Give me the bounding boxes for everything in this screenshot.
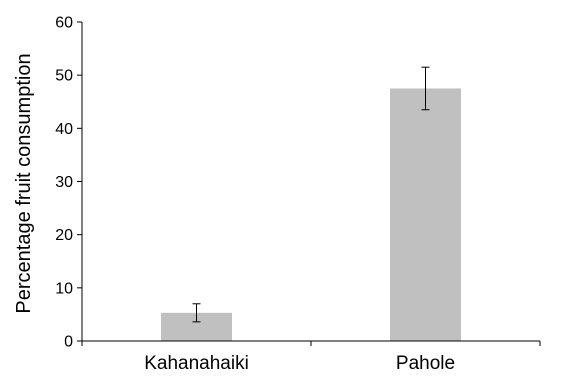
bars-layer	[161, 88, 461, 341]
y-tick-label: 30	[55, 174, 73, 191]
y-tick-label: 50	[55, 68, 73, 85]
bar	[390, 88, 461, 341]
x-category-label: Kahanahaiki	[144, 353, 249, 374]
error-bars-layer	[192, 66, 430, 323]
y-tick-label: 20	[55, 227, 73, 244]
y-axis-label: Percentage fruit consumption	[13, 53, 35, 313]
y-tick-label: 10	[55, 280, 73, 297]
x-ticks-layer: Kahanahaiki Pahole	[81, 341, 541, 374]
y-ticks-layer: 0 10 20 30 40 50 60	[55, 15, 82, 351]
y-tick-label: 60	[55, 15, 73, 32]
y-tick-label: 0	[64, 334, 73, 351]
x-category-label: Pahole	[396, 353, 455, 374]
y-tick-label: 40	[55, 121, 73, 138]
